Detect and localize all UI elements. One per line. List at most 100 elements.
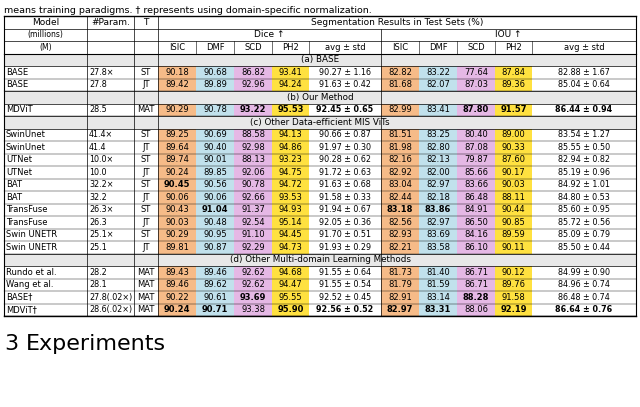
Text: 82.97: 82.97 [426, 180, 450, 189]
Text: 94.13: 94.13 [278, 130, 302, 139]
Text: ISIC: ISIC [169, 43, 185, 52]
Text: 90.22: 90.22 [165, 293, 189, 302]
Text: 91.70 ± 0.51: 91.70 ± 0.51 [319, 230, 371, 239]
Text: 84.96 ± 0.74: 84.96 ± 0.74 [558, 280, 610, 289]
Text: 93.38: 93.38 [241, 305, 265, 314]
Text: 90.24: 90.24 [165, 168, 189, 177]
Text: 82.56: 82.56 [388, 218, 412, 227]
Text: 85.66: 85.66 [464, 168, 488, 177]
Text: 87.84: 87.84 [502, 68, 525, 77]
Text: 77.64: 77.64 [464, 68, 488, 77]
Text: MAT: MAT [138, 293, 155, 302]
Bar [381, 153, 419, 166]
Bar [381, 216, 419, 228]
Text: ST: ST [141, 68, 151, 77]
Text: 95.14: 95.14 [278, 218, 302, 227]
Bar [234, 79, 272, 91]
Bar [196, 304, 234, 316]
Bar [495, 179, 532, 191]
Bar [457, 166, 495, 179]
Bar [419, 291, 457, 304]
Text: 90.01: 90.01 [203, 155, 227, 164]
Text: 93.22: 93.22 [240, 105, 266, 114]
Text: 88.58: 88.58 [241, 130, 265, 139]
Text: UTNet: UTNet [6, 168, 32, 177]
Text: 92.98: 92.98 [241, 143, 265, 152]
Text: 90.68: 90.68 [203, 68, 227, 77]
Text: 82.21: 82.21 [388, 243, 412, 252]
Text: 86.71: 86.71 [464, 280, 488, 289]
Text: 79.87: 79.87 [464, 155, 488, 164]
Bar [234, 179, 272, 191]
Text: 92.96: 92.96 [241, 80, 265, 89]
Text: Wang et al.: Wang et al. [6, 280, 54, 289]
Bar [495, 241, 532, 254]
Text: PH2: PH2 [282, 43, 299, 52]
Bar [495, 79, 532, 91]
Bar [272, 266, 309, 278]
Text: 91.55 ± 0.64: 91.55 ± 0.64 [319, 268, 371, 277]
Text: 83.04: 83.04 [388, 180, 412, 189]
Text: 32.2×: 32.2× [89, 180, 113, 189]
Bar [457, 153, 495, 166]
Bar [196, 141, 234, 153]
Text: 90.12: 90.12 [502, 268, 525, 277]
Bar [158, 291, 196, 304]
Bar [158, 228, 196, 241]
Text: 84.92 ± 1.01: 84.92 ± 1.01 [558, 180, 610, 189]
Text: 87.08: 87.08 [464, 143, 488, 152]
Bar [457, 191, 495, 204]
Bar [419, 79, 457, 91]
Text: avg ± std: avg ± std [564, 43, 604, 52]
Text: 90.44: 90.44 [502, 205, 525, 214]
Text: 91.63 ± 0.68: 91.63 ± 0.68 [319, 180, 371, 189]
Text: 92.19: 92.19 [500, 305, 527, 314]
Bar [457, 103, 495, 116]
Bar [457, 278, 495, 291]
Bar [495, 166, 532, 179]
Text: BAT: BAT [6, 193, 22, 202]
Text: 28.2: 28.2 [89, 268, 107, 277]
Bar [381, 179, 419, 191]
Text: 91.97 ± 0.30: 91.97 ± 0.30 [319, 143, 371, 152]
Text: 94.68: 94.68 [278, 268, 303, 277]
Bar [4, 116, 636, 129]
Text: 94.86: 94.86 [278, 143, 303, 152]
Text: 90.03: 90.03 [165, 218, 189, 227]
Text: Experiments: Experiments [26, 334, 166, 354]
Bar [234, 291, 272, 304]
Bar [234, 278, 272, 291]
Text: 91.94 ± 0.67: 91.94 ± 0.67 [319, 205, 371, 214]
Bar [419, 191, 457, 204]
Text: 82.99: 82.99 [388, 105, 412, 114]
Text: 83.22: 83.22 [426, 68, 450, 77]
Text: 86.82: 86.82 [241, 68, 265, 77]
Text: (M): (M) [39, 43, 52, 52]
Text: 83.25: 83.25 [426, 130, 450, 139]
Text: 26.3×: 26.3× [89, 205, 113, 214]
Text: 94.45: 94.45 [278, 230, 302, 239]
Text: 82.97: 82.97 [387, 305, 413, 314]
Text: 90.69: 90.69 [203, 130, 227, 139]
Text: 88.11: 88.11 [502, 193, 525, 202]
Bar [381, 278, 419, 291]
Bar [381, 103, 419, 116]
Bar [419, 228, 457, 241]
Text: 90.61: 90.61 [203, 293, 227, 302]
Text: (c) Other Data-efficient MIS ViTs: (c) Other Data-efficient MIS ViTs [250, 118, 390, 127]
Text: 87.03: 87.03 [464, 80, 488, 89]
Bar [234, 266, 272, 278]
Text: 81.79: 81.79 [388, 280, 412, 289]
Text: 90.28 ± 0.62: 90.28 ± 0.62 [319, 155, 371, 164]
Bar [196, 66, 234, 79]
Bar [272, 241, 309, 254]
Text: 88.28: 88.28 [463, 293, 489, 302]
Text: 90.95: 90.95 [203, 230, 227, 239]
Text: 89.43: 89.43 [165, 268, 189, 277]
Text: 85.50 ± 0.44: 85.50 ± 0.44 [558, 243, 610, 252]
Text: #Param.: #Param. [91, 18, 130, 27]
Bar [234, 228, 272, 241]
Bar [457, 266, 495, 278]
Text: 28.1: 28.1 [89, 280, 107, 289]
Text: 81.40: 81.40 [426, 268, 450, 277]
